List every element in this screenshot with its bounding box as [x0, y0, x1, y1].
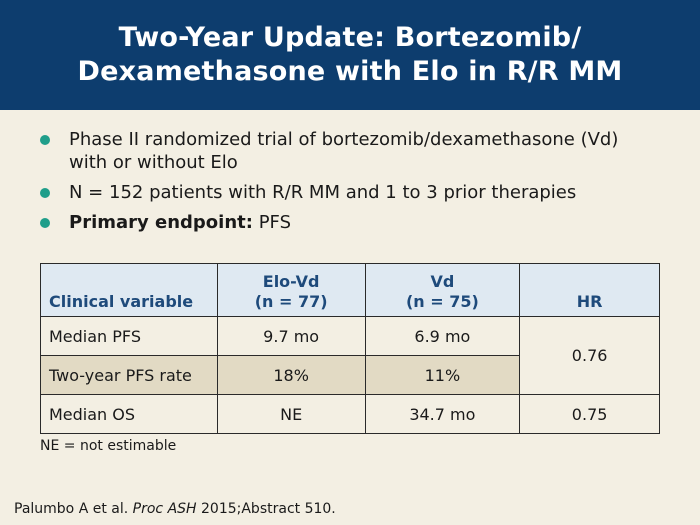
bullet-list: Phase II randomized trial of bortezomib/… [40, 128, 660, 241]
citation-details: 2015;Abstract 510. [196, 501, 336, 517]
header-elo-vd-name: Elo-Vd [262, 272, 320, 291]
cell-variable: Two-year PFS rate [40, 355, 218, 395]
bullet-text: N = 152 patients with R/R MM and 1 to 3 … [69, 182, 577, 203]
title-banner: Two-Year Update: Bortezomib/ Dexamethaso… [0, 0, 700, 110]
header-clinical-variable: Clinical variable [40, 263, 218, 317]
bullet-item: Phase II randomized trial of bortezomib/… [40, 128, 660, 174]
bullet-dot-icon [40, 135, 50, 145]
cell-variable: Median OS [40, 394, 218, 434]
cell-variable: Median PFS [40, 316, 218, 356]
bullet-item: N = 152 patients with R/R MM and 1 to 3 … [40, 181, 660, 204]
cell-hr: 0.76 [519, 316, 660, 395]
bullet-dot-icon [40, 218, 50, 228]
header-hr: HR [519, 263, 660, 317]
citation-journal: Proc ASH [132, 501, 197, 517]
table-row: Median PFS 9.7 mo 6.9 mo 0.76 [40, 316, 660, 395]
header-vd-n: (n = 75) [405, 292, 479, 311]
table-header-row: Clinical variable Elo-Vd (n = 77) Vd (n = … [40, 263, 660, 317]
slide-title-line-1: Two-Year Update: Bortezomib/ [118, 22, 582, 53]
bullet-bold-label: Primary endpoint: [69, 212, 253, 233]
table-row: Median OS NE 34.7 mo 0.75 [40, 394, 660, 434]
results-table: Clinical variable Elo-Vd (n = 77) Vd (n = … [40, 263, 660, 434]
bullet-dot-icon [40, 188, 50, 198]
table-row: Two-year PFS rate 18% 11% [40, 355, 660, 395]
cell-elo-vd: NE [216, 394, 366, 434]
header-elo-vd: Elo-Vd (n = 77) [216, 263, 366, 317]
bullet-text: Phase II randomized trial of bortezomib/… [69, 129, 619, 173]
cell-hr: 0.75 [519, 394, 660, 434]
bullet-item: Primary endpoint: PFS [40, 211, 660, 234]
cell-vd: 34.7 mo [364, 394, 521, 434]
bullet-text: Primary endpoint: PFS [69, 211, 291, 234]
header-elo-vd-n: (n = 77) [254, 292, 328, 311]
citation-authors: Palumbo A et al. [14, 501, 133, 517]
slide-title-line-2: Dexamethasone with Elo in R/R MM [77, 56, 623, 87]
header-vd-name: Vd [430, 272, 455, 291]
footnote: NE = not estimable [40, 438, 177, 454]
cell-vd: 11% [364, 355, 521, 395]
header-vd: Vd (n = 75) [364, 263, 521, 317]
bullet-value: PFS [252, 212, 292, 233]
citation: Palumbo A et al. Proc ASH 2015;Abstract … [14, 501, 336, 517]
cell-vd: 6.9 mo [364, 316, 521, 356]
cell-elo-vd: 18% [216, 355, 366, 395]
cell-elo-vd: 9.7 mo [216, 316, 366, 356]
